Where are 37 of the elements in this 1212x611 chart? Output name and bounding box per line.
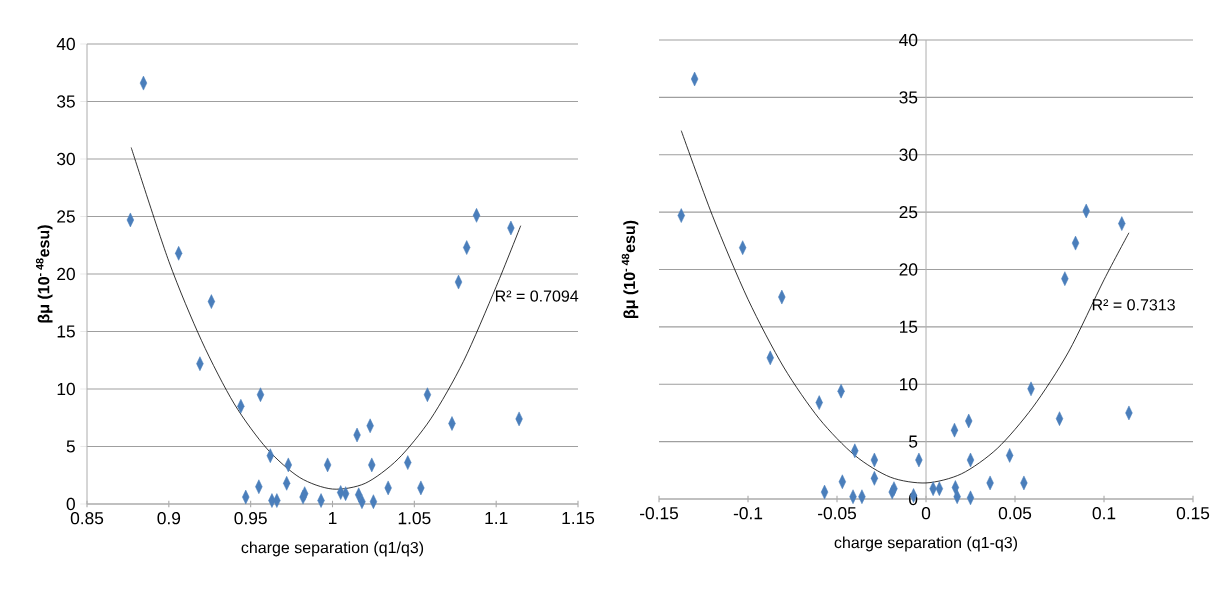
y-tick-label: 5	[66, 440, 75, 453]
x-tick-label: 0.95	[234, 512, 267, 525]
y-tick-label: 15	[900, 320, 918, 333]
y-tick-label: 20	[899, 263, 918, 276]
x-tick-label: 0.85	[70, 512, 104, 525]
y-tick-label: 10	[57, 382, 75, 396]
y-tick-label: 25	[899, 205, 918, 219]
y-tick-label: 15	[57, 325, 75, 338]
x-tick-label: 0.1	[1092, 507, 1116, 520]
y-tick-label: 25	[57, 210, 75, 223]
x-tick-label: 0	[921, 507, 931, 520]
x-tick-label: 1.1	[485, 512, 508, 524]
annotation: R² = 0.7313	[1092, 299, 1175, 311]
x-tick-label: 0.9	[157, 512, 181, 525]
x-tick-label: -0.1	[733, 507, 763, 520]
y-axis-title: βμ (10$^{- 48}$esu)	[35, 225, 53, 323]
x-tick-label: 1	[329, 512, 337, 524]
y-tick-label: 5	[909, 435, 918, 448]
x-tick-label: -0.05	[818, 507, 857, 520]
y-axis-title: βμ (10$^{- 48}$esu)	[621, 220, 639, 318]
y-tick-label: 35	[899, 91, 918, 104]
x-axis-title: charge separation (q1-q3)	[834, 536, 1018, 552]
x-tick-label: 0.15	[1176, 507, 1210, 520]
y-tick-label: 40	[56, 37, 75, 51]
annotation: R² = 0.7094	[495, 290, 579, 302]
x-tick-label: 1.15	[562, 512, 595, 525]
x-tick-label: 0.05	[998, 507, 1032, 520]
y-tick-label: 35	[57, 95, 75, 108]
y-tick-label: 40	[899, 33, 918, 47]
y-tick-label: 10	[900, 378, 918, 391]
x-axis-title: charge separation (q1/q3)	[241, 541, 424, 557]
y-tick-label: 20	[57, 267, 75, 281]
y-tick-label: 30	[57, 152, 75, 166]
y-tick-label: 0	[66, 497, 75, 511]
x-tick-label: 1.05	[398, 512, 431, 525]
y-tick-label: 30	[899, 148, 918, 161]
x-tick-label: -0.15	[640, 507, 679, 520]
